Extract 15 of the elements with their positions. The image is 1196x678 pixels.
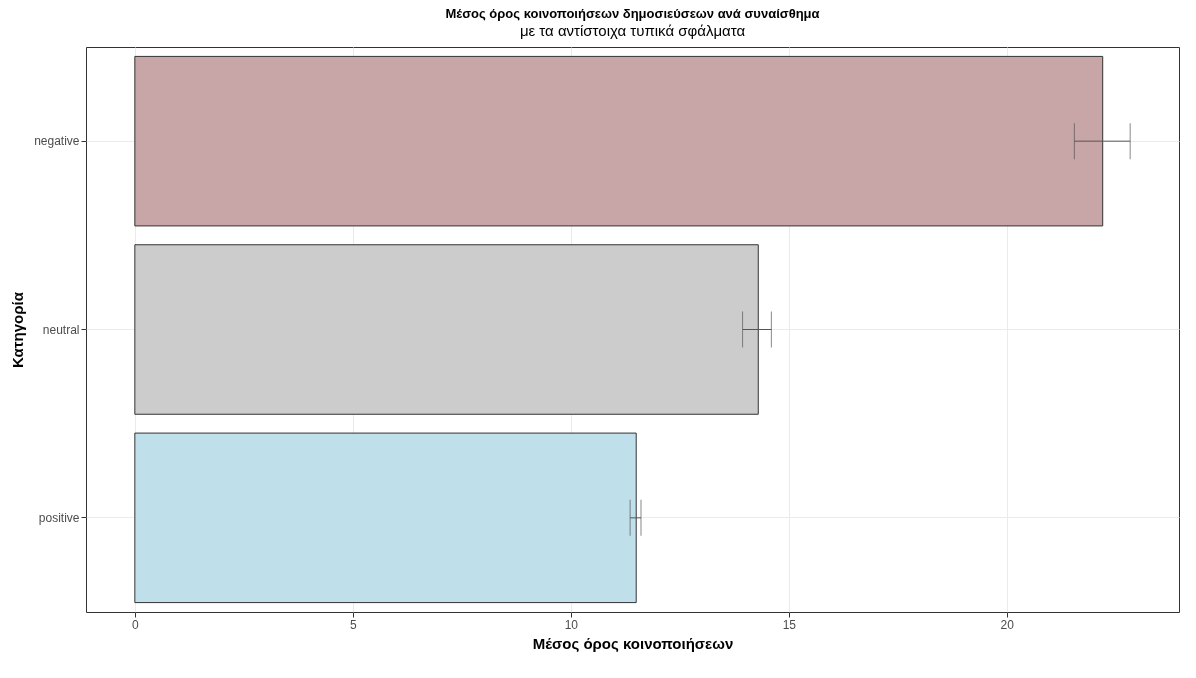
chart-title: Μέσος όρος κοινοποιήσεων δημοσιεύσεων ανά συναίσθημα: [445, 6, 820, 21]
bar: [134, 55, 1104, 227]
x-tick-label: 5: [349, 617, 357, 632]
x-tick-label: 15: [782, 617, 797, 632]
x-axis-title: Μέσος όρος κοινοποιήσεων: [532, 634, 734, 652]
chart-subtitle: με τα αντίστοιχα τυπικά σφάλματα: [519, 22, 746, 39]
y-tick-label: neutral: [42, 322, 80, 337]
y-tick-label: negative: [34, 134, 80, 149]
x-tick-label: 20: [1000, 617, 1015, 632]
y-tick-label: positive: [38, 510, 80, 525]
y-axis-title: Κατηγορία: [9, 291, 27, 368]
x-tick-label: 0: [131, 617, 139, 632]
bar: [134, 244, 759, 415]
bar: [134, 432, 637, 604]
x-tick-label: 10: [564, 617, 579, 632]
